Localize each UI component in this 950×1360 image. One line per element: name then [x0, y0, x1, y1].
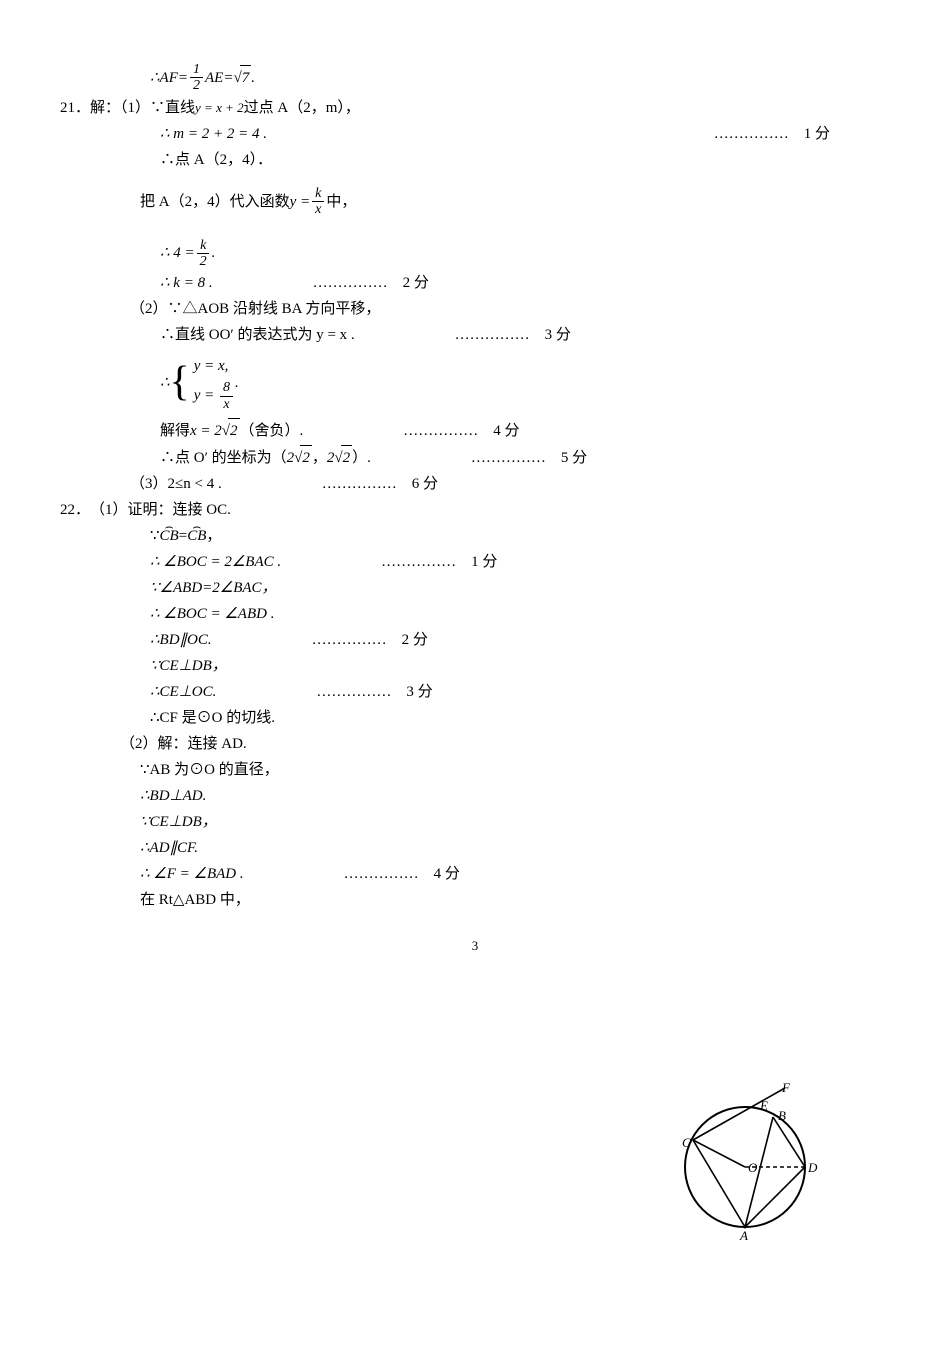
brace-icon: {: [170, 364, 190, 402]
q22-line1: 22． （1）证明：连接 OC.: [60, 498, 890, 522]
score-6: …………… 6 分: [222, 472, 438, 496]
q21-part3: （3）2≤n < 4 . …………… 6 分: [60, 472, 890, 496]
svg-text:B: B: [778, 1108, 786, 1123]
text: AE=: [205, 66, 233, 90]
score-5: …………… 5 分: [371, 446, 587, 470]
page: ∴AF= 1 2 AE= √7 . 21． 解：（1）∵直线 y = x + 2…: [0, 0, 950, 1360]
q21-system: ∴ { y = x, y = 8 x .: [60, 353, 890, 412]
score-22-1: …………… 1 分: [281, 550, 497, 574]
svg-text:D: D: [807, 1160, 818, 1175]
q21-line1: 21． 解：（1）∵直线 y = x + 2 过点 A（2，m），: [60, 96, 890, 120]
q21-k8: ∴ k = 8 . …………… 2 分: [60, 271, 890, 295]
page-number: 3: [60, 936, 890, 957]
score-22-3: …………… 3 分: [216, 680, 432, 704]
q21-m: ∴ m = 2 + 2 = 4 . …………… 1 分: [60, 122, 890, 146]
score-3: …………… 3 分: [355, 323, 571, 347]
q22-arc: ∵ CB = CB ，: [60, 524, 890, 548]
text: ∴AF=: [150, 66, 188, 90]
score-2: …………… 2 分: [213, 271, 429, 295]
frac-half: 1 2: [190, 62, 203, 94]
svg-text:A: A: [739, 1228, 748, 1242]
q21-4eq: ∴ 4 = k 2 .: [60, 238, 890, 270]
svg-text:F: F: [781, 1080, 791, 1095]
line-af: ∴AF= 1 2 AE= √7 .: [60, 62, 890, 94]
q21-num: 21．: [60, 96, 90, 120]
frac-kx: k x: [312, 186, 324, 218]
q21-sub: 把 A（2，4）代入函数 y = k x 中，: [60, 186, 890, 218]
q21-solve: 解得 x = 2√2 （舍负）. …………… 4 分: [60, 418, 890, 443]
q21-Oprime: ∴点 O′ 的坐标为（ 2√2 ， 2√2 ）. …………… 5 分: [60, 445, 890, 470]
circle-figure: A D B C O E F: [660, 1072, 830, 1250]
score-4: …………… 4 分: [303, 419, 519, 443]
q22-boc: ∴ ∠BOC = 2∠BAC . …………… 1 分: [60, 550, 890, 574]
q21-pointA: ∴点 A（2，4）．: [60, 148, 890, 172]
q21-part2b: ∴直线 OO′ 的表达式为 y = x . …………… 3 分: [60, 323, 890, 347]
q21-part2a: （2）∵△AOB 沿射线 BA 方向平移，: [60, 297, 890, 321]
score-22-2: …………… 2 分: [212, 628, 428, 652]
q22-num: 22．: [60, 498, 90, 522]
score-1: …………… 1 分: [714, 122, 890, 146]
svg-text:C: C: [682, 1135, 691, 1150]
sqrt7: 7: [240, 65, 252, 90]
score-22-4: …………… 4 分: [244, 862, 460, 886]
